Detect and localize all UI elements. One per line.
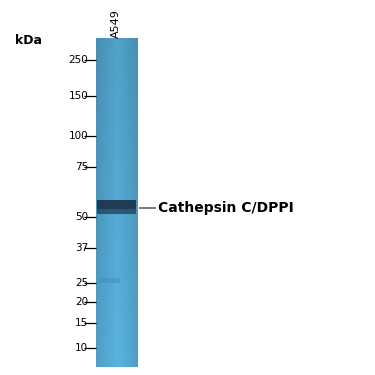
Text: 25: 25 (75, 278, 88, 288)
Text: 75: 75 (75, 162, 88, 172)
Text: 250: 250 (68, 55, 88, 65)
Bar (98, 278, 120, 283)
Text: 37: 37 (75, 243, 88, 253)
Text: 10: 10 (75, 343, 88, 353)
Bar (97, 200, 136, 208)
Text: kDa: kDa (15, 34, 42, 47)
Text: A549: A549 (111, 9, 121, 38)
Text: Cathepsin C/DPPI: Cathepsin C/DPPI (158, 201, 293, 215)
Text: 15: 15 (75, 318, 88, 328)
Text: 20: 20 (75, 297, 88, 307)
Bar (97, 209, 136, 214)
Text: 100: 100 (69, 131, 88, 141)
Text: 150: 150 (68, 91, 88, 101)
Text: 50: 50 (75, 212, 88, 222)
